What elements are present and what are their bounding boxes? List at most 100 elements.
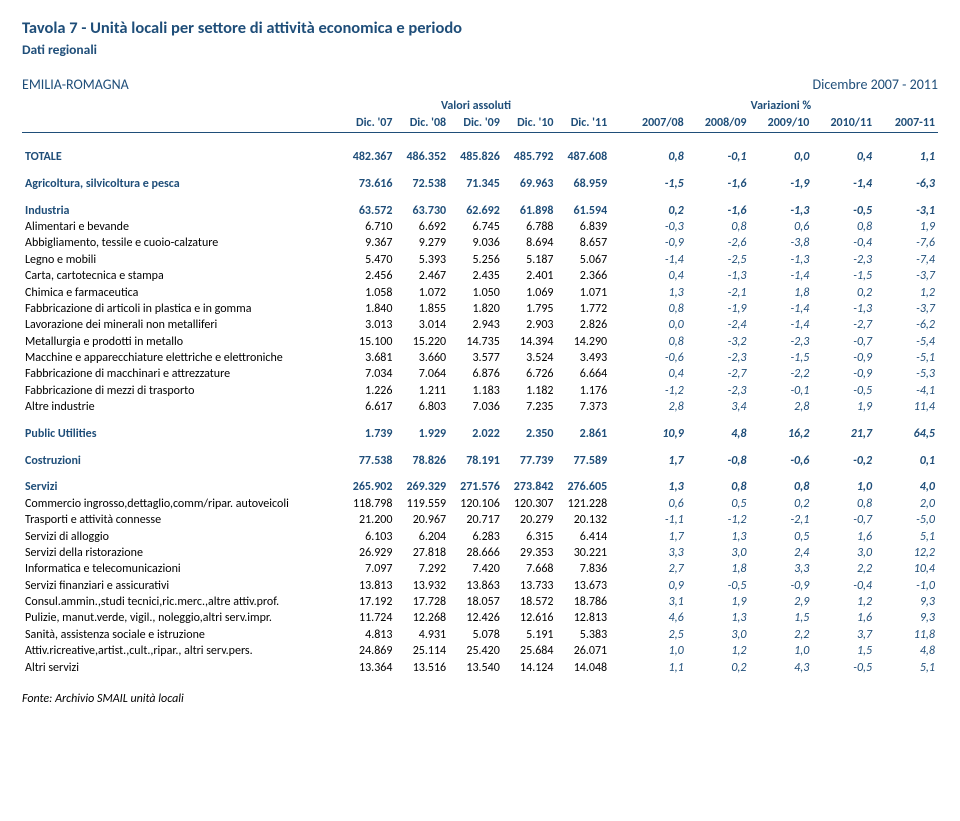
abs-cell: 77.589 [556, 452, 610, 468]
abs-cell: 120.106 [449, 496, 503, 512]
abs-cell: 6.692 [395, 219, 449, 235]
table-row: Fabbricazione di macchinari e attrezzatu… [22, 366, 938, 382]
var-cell: 5,1 [875, 528, 938, 544]
var-cell: 3,4 [687, 399, 750, 415]
abs-cell: 18.786 [556, 594, 610, 610]
abs-cell: 5.191 [503, 627, 557, 643]
var-cell: 0,4 [812, 149, 875, 165]
abs-cell: 6.876 [449, 366, 503, 382]
var-cell: 4,3 [749, 659, 812, 675]
var-cell: -0,9 [624, 235, 687, 251]
abs-cell: 7.292 [395, 561, 449, 577]
var-cell: -1,2 [624, 383, 687, 399]
var-cell: -1,5 [812, 268, 875, 284]
abs-cell: 118.798 [342, 496, 396, 512]
col-var-3: 2010/11 [812, 115, 875, 132]
var-cell: 1,9 [687, 594, 750, 610]
abs-cell: 6.103 [342, 528, 396, 544]
var-cell: -0,4 [812, 577, 875, 593]
var-cell: 0,9 [624, 577, 687, 593]
abs-cell: 269.329 [395, 479, 449, 495]
var-cell: 0,8 [624, 149, 687, 165]
var-cell: 1,0 [749, 643, 812, 659]
var-group-header: Variazioni % [624, 98, 938, 115]
table-row: Servizi della ristorazione26.92927.81828… [22, 545, 938, 561]
var-cell: 1,8 [749, 284, 812, 300]
abs-cell: 73.616 [342, 176, 396, 192]
abs-cell: 482.367 [342, 149, 396, 165]
abs-cell: 9.279 [395, 235, 449, 251]
var-cell: -0,8 [687, 452, 750, 468]
col-abs-2: Dic. '09 [449, 115, 503, 132]
var-cell: -1,2 [687, 512, 750, 528]
var-cell: 1,2 [875, 284, 938, 300]
abs-cell: 78.191 [449, 452, 503, 468]
abs-cell: 7.036 [449, 399, 503, 415]
var-cell: -0,5 [812, 659, 875, 675]
abs-cell: 17.192 [342, 594, 396, 610]
var-cell: 1,6 [812, 610, 875, 626]
abs-cell: 3.493 [556, 350, 610, 366]
var-cell: -0,9 [749, 577, 812, 593]
var-cell: -0,5 [687, 577, 750, 593]
row-label: Metallurgia e prodotti in metallo [22, 333, 342, 349]
row-label: Chimica e farmaceutica [22, 284, 342, 300]
abs-cell: 5.393 [395, 252, 449, 268]
abs-cell: 13.932 [395, 577, 449, 593]
var-cell: -1,4 [812, 176, 875, 192]
abs-cell: 5.187 [503, 252, 557, 268]
abs-cell: 62.692 [449, 202, 503, 218]
var-cell: -2,3 [687, 350, 750, 366]
abs-cell: 21.200 [342, 512, 396, 528]
var-cell: 21,7 [812, 426, 875, 442]
var-cell: -1,3 [687, 268, 750, 284]
abs-cell: 1.182 [503, 383, 557, 399]
abs-cell: 71.345 [449, 176, 503, 192]
abs-cell: 485.792 [503, 149, 557, 165]
table-row: Metallurgia e prodotti in metallo15.1001… [22, 333, 938, 349]
row-label: Commercio ingrosso,dettaglio,comm/ripar.… [22, 496, 342, 512]
table-row: Carta, cartotecnica e stampa2.4562.4672.… [22, 268, 938, 284]
var-cell: 4,8 [687, 426, 750, 442]
var-cell: 1,2 [687, 643, 750, 659]
var-cell: -5,4 [875, 333, 938, 349]
abs-cell: 25.114 [395, 643, 449, 659]
var-cell: -3,7 [875, 268, 938, 284]
var-cell: -5,1 [875, 350, 938, 366]
var-cell: 9,3 [875, 594, 938, 610]
abs-cell: 61.898 [503, 202, 557, 218]
abs-cell: 6.803 [395, 399, 449, 415]
abs-cell: 77.538 [342, 452, 396, 468]
abs-cell: 2.903 [503, 317, 557, 333]
abs-cell: 5.383 [556, 627, 610, 643]
abs-cell: 17.728 [395, 594, 449, 610]
var-cell: 2,5 [624, 627, 687, 643]
var-cell: -3,8 [749, 235, 812, 251]
abs-cell: 7.420 [449, 561, 503, 577]
var-cell: 5,1 [875, 659, 938, 675]
abs-cell: 1.929 [395, 426, 449, 442]
abs-cell: 24.869 [342, 643, 396, 659]
abs-cell: 2.456 [342, 268, 396, 284]
abs-cell: 20.132 [556, 512, 610, 528]
var-cell: 4,8 [875, 643, 938, 659]
abs-cell: 13.364 [342, 659, 396, 675]
abs-cell: 12.426 [449, 610, 503, 626]
abs-cell: 6.745 [449, 219, 503, 235]
abs-cell: 30.221 [556, 545, 610, 561]
var-cell: -1,5 [749, 350, 812, 366]
abs-cell: 265.902 [342, 479, 396, 495]
var-cell: -0,1 [749, 383, 812, 399]
var-cell: -0,3 [624, 219, 687, 235]
table-row: Alimentari e bevande6.7106.6926.7456.788… [22, 219, 938, 235]
var-cell: -0,4 [812, 235, 875, 251]
row-label: Abbigliamento, tessile e cuoio-calzature [22, 235, 342, 251]
abs-cell: 5.067 [556, 252, 610, 268]
var-cell: 0,2 [624, 202, 687, 218]
abs-cell: 119.559 [395, 496, 449, 512]
var-cell: 1,3 [687, 610, 750, 626]
var-cell: 2,8 [624, 399, 687, 415]
abs-cell: 12.813 [556, 610, 610, 626]
abs-cell: 2.826 [556, 317, 610, 333]
abs-cell: 9.036 [449, 235, 503, 251]
